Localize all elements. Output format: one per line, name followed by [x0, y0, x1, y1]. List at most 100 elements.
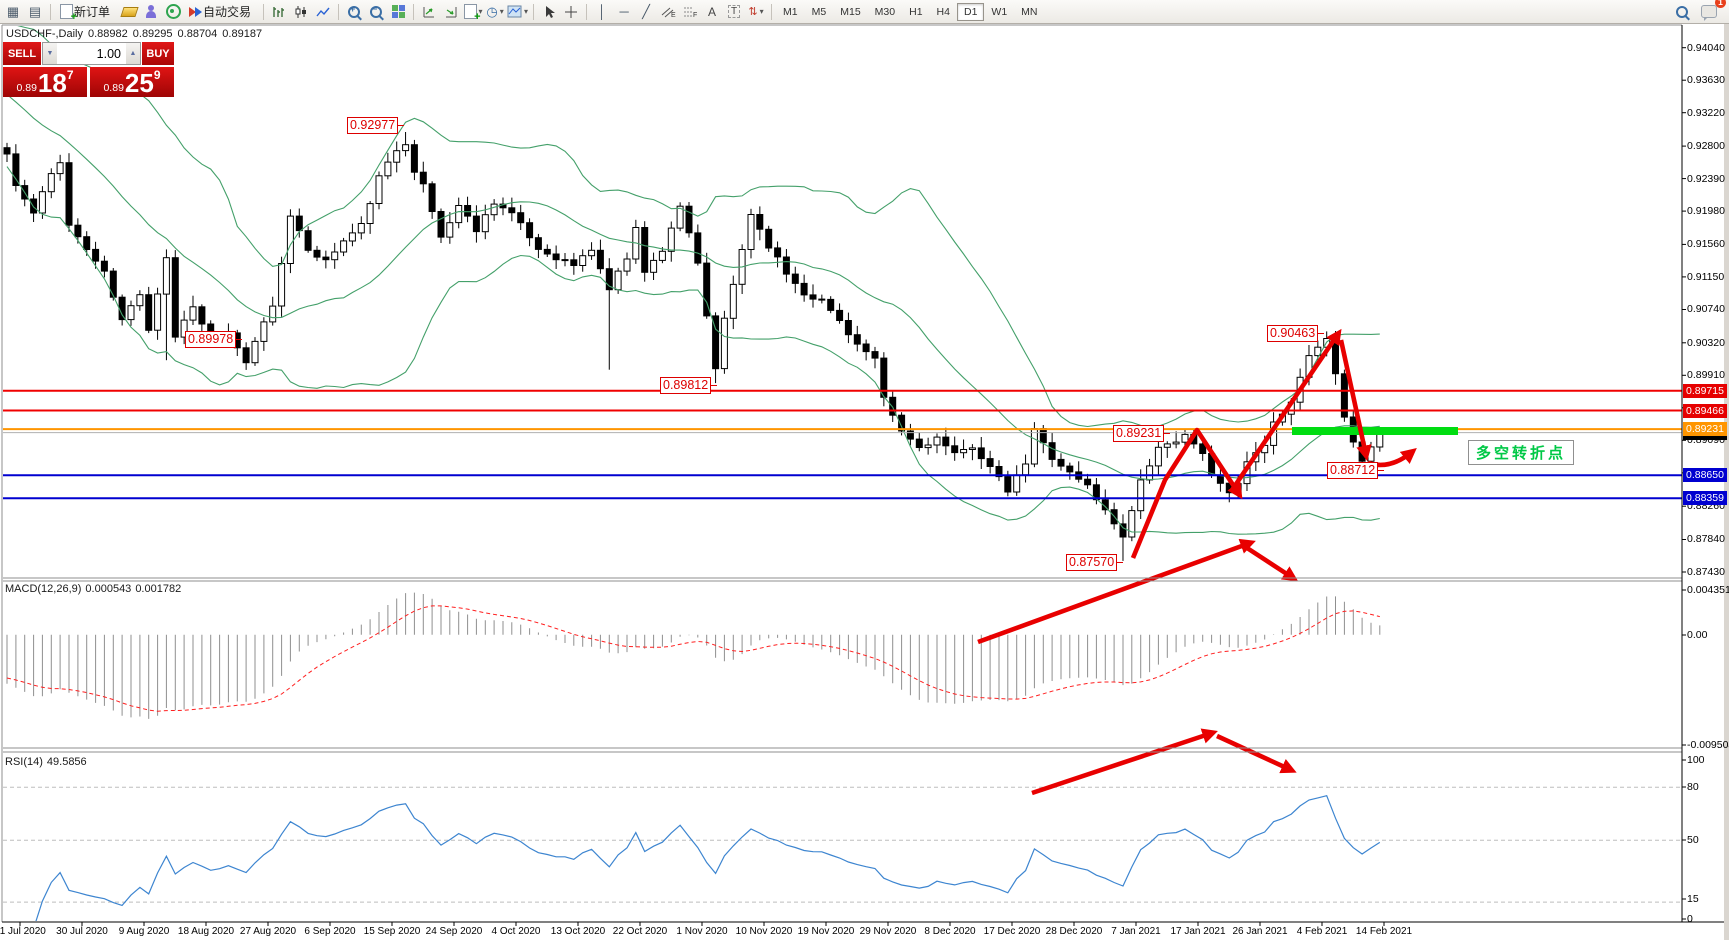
- tf-button-H1[interactable]: H1: [909, 5, 923, 18]
- crosshair-tool-icon[interactable]: [561, 2, 581, 22]
- fibonacci-tool-icon[interactable]: F: [680, 2, 700, 22]
- candles: [3, 132, 1384, 561]
- trendline-tool-icon[interactable]: ╱: [642, 3, 650, 19]
- separator: [263, 3, 265, 20]
- rsi-value: 49.5856: [46, 756, 87, 768]
- line-chart-type-icon[interactable]: [313, 2, 333, 22]
- chat-icon[interactable]: 1: [1699, 0, 1726, 22]
- auto-trading-button[interactable]: 自动交易: [185, 2, 258, 22]
- buy-button[interactable]: BUY: [142, 42, 174, 65]
- tf-button-M30[interactable]: M30: [874, 5, 896, 18]
- pane-borders: [1, 24, 1729, 926]
- price-tag-0.88712[interactable]: 0.88712: [1327, 462, 1385, 479]
- price-tick: 0.93630: [1687, 74, 1725, 87]
- search-icon[interactable]: [1672, 2, 1692, 22]
- volume-stepper: ▼ ▲: [42, 42, 141, 65]
- rsi-name: RSI(14): [5, 756, 43, 768]
- date-tick: 26 Jan 2021: [1232, 926, 1288, 937]
- date-tick: 10 Nov 2020: [735, 926, 793, 937]
- macd-axis-tick: 0.004351: [1687, 584, 1729, 596]
- price-tick: 0.94040: [1687, 41, 1725, 54]
- axis-price-label-0.88359: 0.88359: [1683, 491, 1727, 506]
- tf-button-H4[interactable]: H4: [936, 5, 950, 18]
- ohlc-low: 0.88704: [177, 28, 218, 40]
- vertical-line-tool-icon[interactable]: │: [597, 4, 607, 19]
- price-tag-0.90463[interactable]: 0.90463: [1267, 325, 1325, 342]
- ohlc-close: 0.89187: [222, 28, 263, 40]
- price-tag-0.92977[interactable]: 0.92977: [347, 117, 405, 134]
- rsi-axis-tick: 50: [1687, 834, 1699, 846]
- macd-axis-tick: -0.009504: [1687, 739, 1729, 751]
- tile-windows-icon[interactable]: [388, 2, 408, 22]
- add-indicator-button[interactable]: + ▾: [463, 2, 483, 23]
- chart-profile-icon[interactable]: ▤: [28, 3, 42, 19]
- horizontal-line-tool-icon[interactable]: ─: [619, 4, 629, 19]
- channel-tool-icon[interactable]: E: [658, 2, 678, 22]
- new-order-button[interactable]: + 新订单: [56, 2, 117, 23]
- text-tool-icon[interactable]: A: [708, 4, 717, 19]
- price-tag-0.87570[interactable]: 0.87570: [1066, 554, 1124, 571]
- date-tick: 14 Feb 2021: [1355, 926, 1413, 937]
- price-tick: 0.87430: [1687, 566, 1725, 578]
- date-tick: 22 Oct 2020: [612, 926, 668, 937]
- bid-price-display[interactable]: 0.89 18 7: [3, 67, 87, 97]
- volume-input[interactable]: [57, 43, 126, 64]
- trend-arrows[interactable]: [977, 328, 1417, 796]
- price-tick: 0.90320: [1687, 336, 1725, 349]
- sell-button[interactable]: SELL: [3, 42, 41, 65]
- ask-prefix: 0.89: [103, 82, 124, 94]
- ask-price-display[interactable]: 0.89 25 9: [90, 67, 174, 97]
- bar-chart-type-icon[interactable]: [269, 2, 289, 22]
- zoom-out-icon[interactable]: −: [366, 2, 386, 22]
- tf-button-M1[interactable]: M1: [783, 5, 798, 18]
- rsi-indicator-label: RSI(14) 49.5856: [5, 756, 91, 768]
- separator: [50, 3, 51, 20]
- rsi-axis-tick: 100: [1687, 754, 1705, 766]
- rsi-axis-tick: 80: [1687, 781, 1699, 793]
- text-label-tool-icon[interactable]: T: [724, 2, 744, 22]
- tf-button-MN[interactable]: MN: [1021, 5, 1038, 18]
- separator: [413, 3, 415, 20]
- bid-prefix: 0.89: [16, 82, 37, 94]
- community-icon[interactable]: [141, 2, 161, 22]
- tf-button-M15[interactable]: M15: [840, 5, 861, 18]
- axis-price-label-0.88650: 0.88650: [1683, 468, 1727, 483]
- template-button[interactable]: ▾: [507, 2, 528, 22]
- volume-decrease-button[interactable]: ▼: [43, 43, 57, 64]
- auto-arrange-icon[interactable]: [419, 2, 439, 22]
- cursor-tool-icon[interactable]: [539, 2, 559, 22]
- date-tick: 6 Sep 2020: [304, 926, 356, 937]
- arrows-tool-icon[interactable]: ⇅ ▾: [748, 6, 764, 18]
- zoom-in-icon[interactable]: +: [344, 2, 364, 22]
- price-tag-0.89978[interactable]: 0.89978: [185, 331, 243, 348]
- timeframe-bar: M1 M5 M15 M30 H1 H4 D1 W1 MN: [776, 2, 1044, 21]
- price-tick: 0.91560: [1687, 238, 1725, 251]
- rsi-axis-tick: 0: [1687, 913, 1693, 925]
- price-tick: 0.90740: [1687, 303, 1725, 316]
- annotation-note[interactable]: 多空转折点: [1468, 440, 1575, 465]
- macd-value-1: 0.000543: [85, 583, 132, 595]
- volume-increase-button[interactable]: ▲: [126, 43, 140, 64]
- tf-button-M5[interactable]: M5: [811, 5, 827, 18]
- bid-big-digits: 18: [37, 68, 67, 98]
- price-tick: 0.91980: [1687, 205, 1725, 218]
- tf-button-D1[interactable]: D1: [956, 2, 985, 21]
- date-tick: 8 Dec 2020: [924, 926, 976, 937]
- date-tick: 7 Jan 2021: [1111, 926, 1161, 937]
- date-tick: 15 Sep 2020: [363, 926, 421, 937]
- chart-window-icon[interactable]: ▦: [6, 3, 20, 19]
- candlestick-type-icon[interactable]: [291, 2, 311, 22]
- tf-button-W1[interactable]: W1: [991, 5, 1008, 18]
- chart-shift-icon[interactable]: [441, 2, 461, 22]
- green-support-segment[interactable]: [1292, 427, 1458, 435]
- date-tick: 29 Nov 2020: [859, 926, 917, 937]
- market-watch-icon[interactable]: [119, 2, 139, 22]
- separator: [586, 3, 588, 20]
- signal-icon[interactable]: [163, 2, 183, 22]
- date-tick: 24 Sep 2020: [425, 926, 483, 937]
- price-tag-0.89231[interactable]: 0.89231: [1113, 425, 1171, 442]
- price-tag-0.89812[interactable]: 0.89812: [660, 377, 718, 394]
- price-tick: 0.92800: [1687, 140, 1725, 153]
- period-clock-button[interactable]: ◷ ▾: [486, 3, 504, 19]
